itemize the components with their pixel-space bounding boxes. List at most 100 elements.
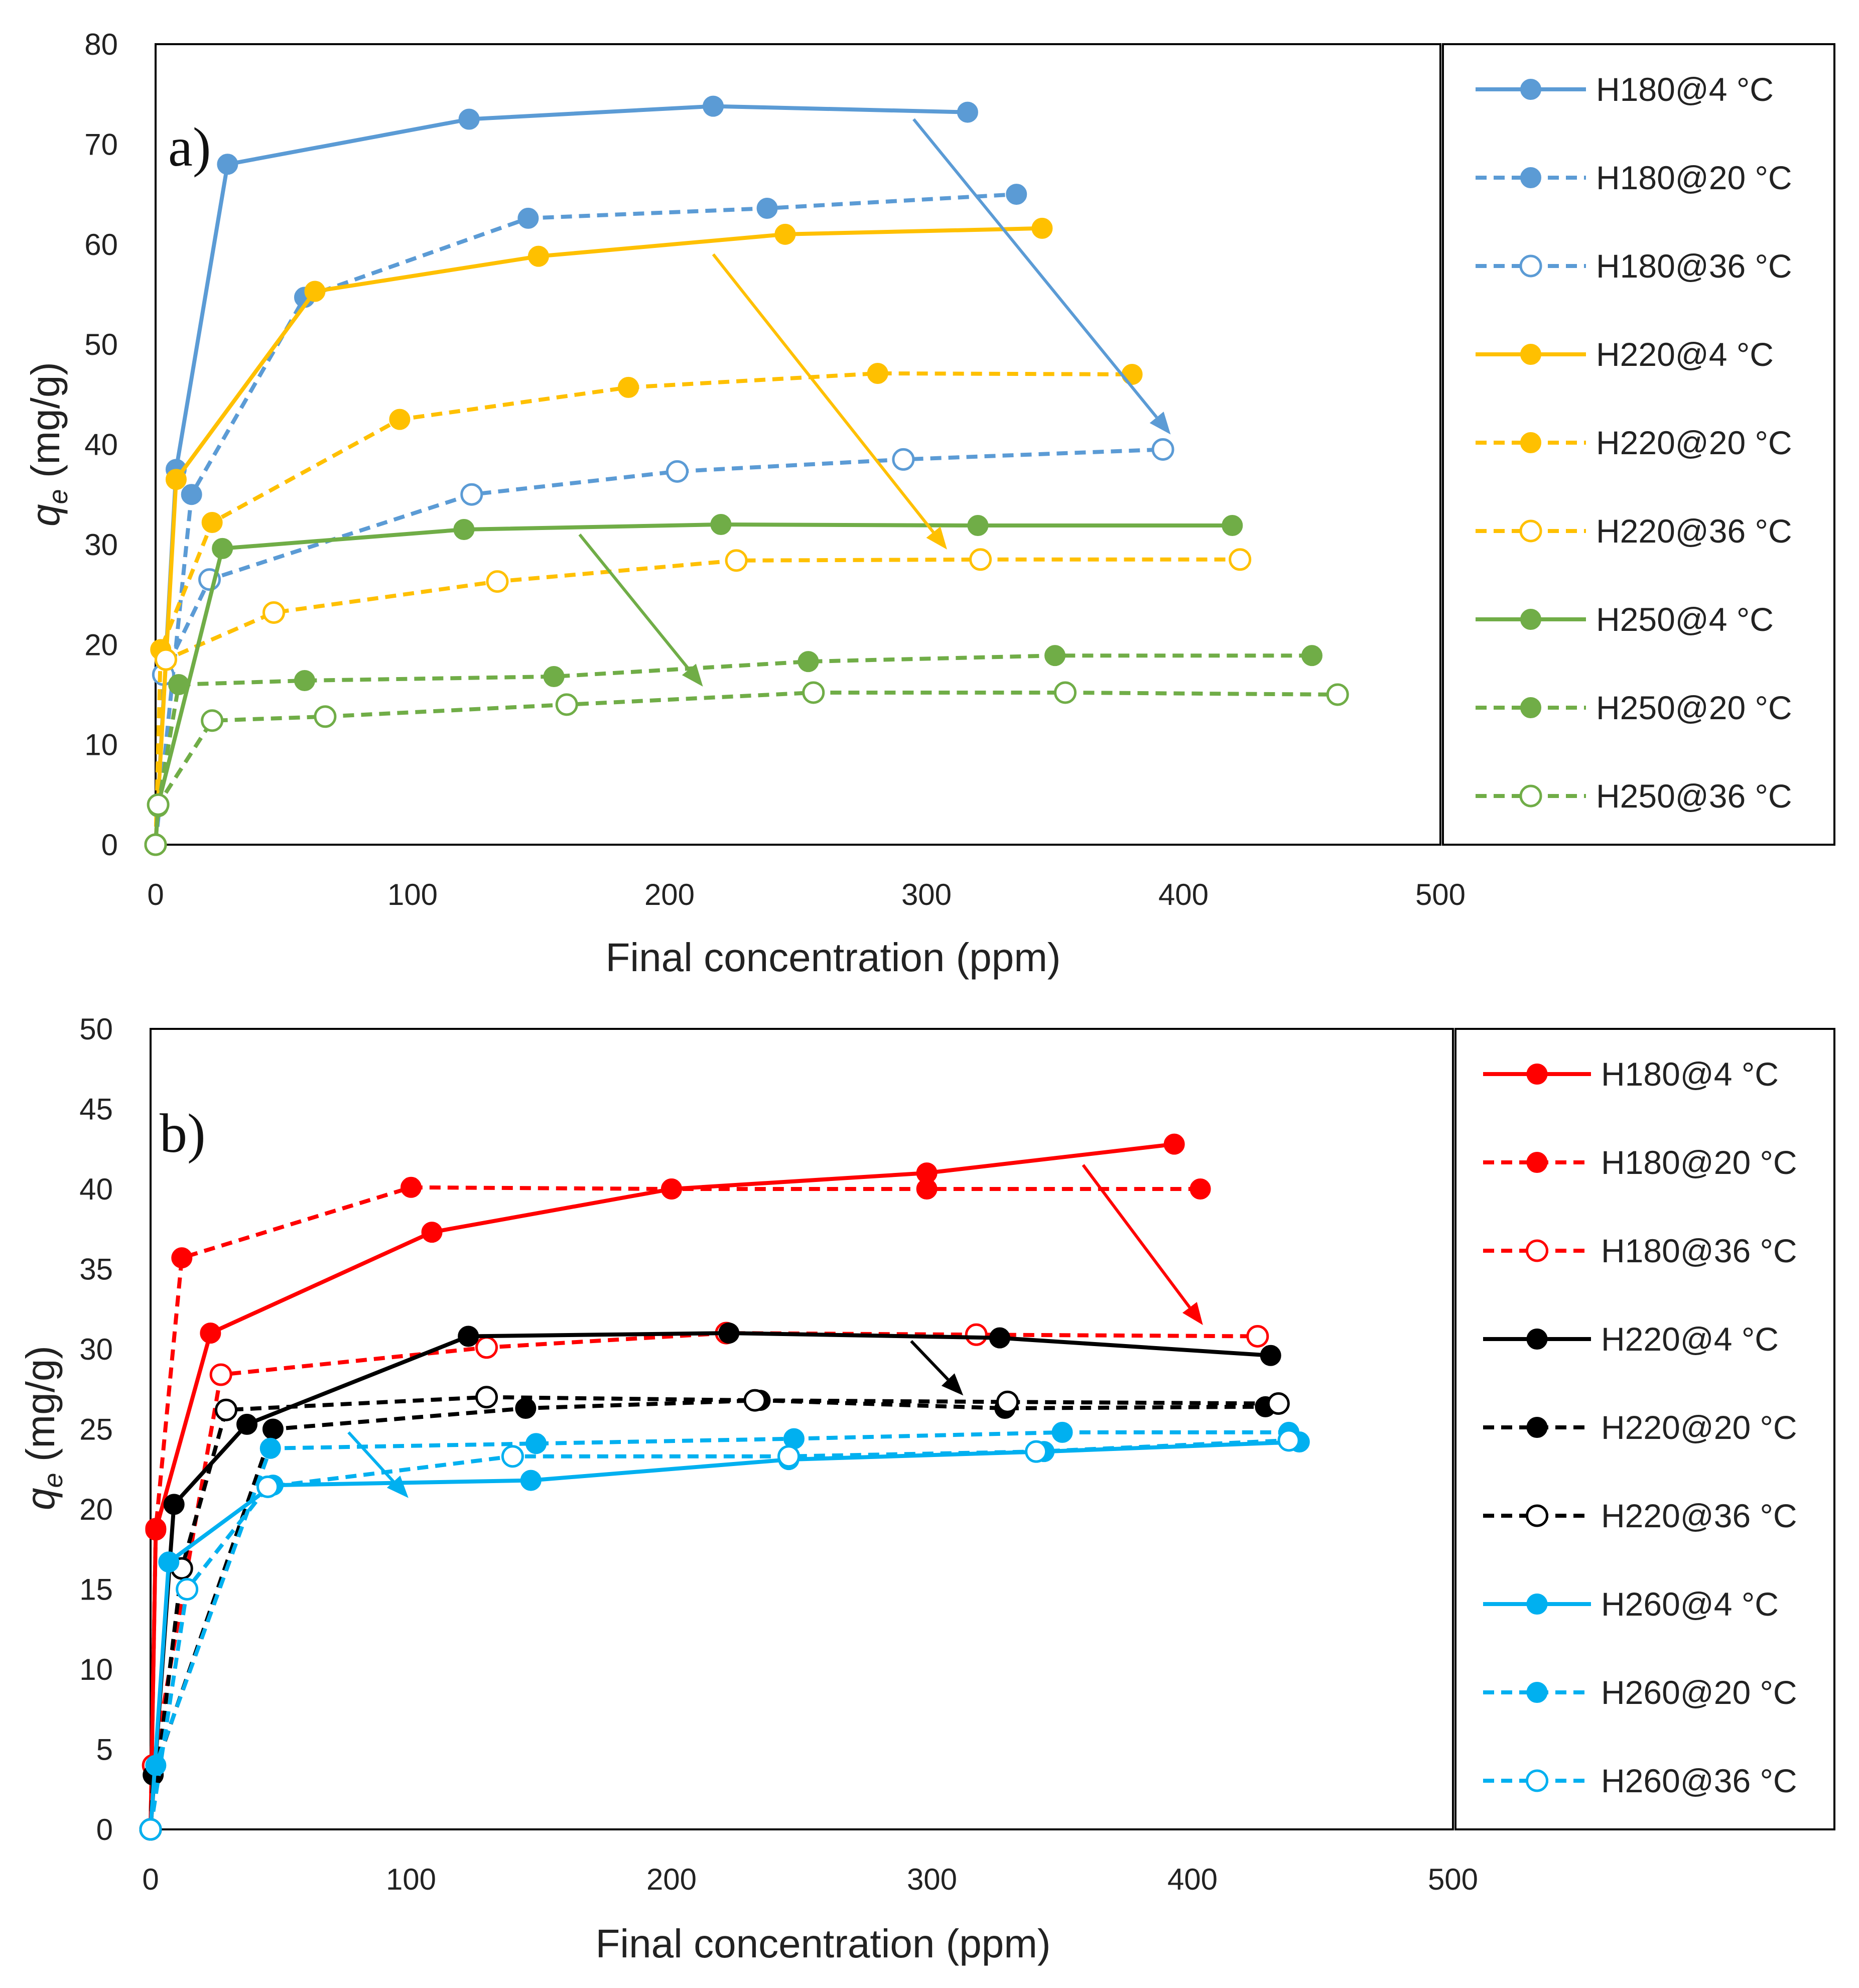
legend-label: H250@36 °C — [1596, 777, 1792, 815]
trend-arrow — [347, 1431, 409, 1498]
data-point — [501, 1445, 524, 1468]
legend-label: H180@4 °C — [1596, 71, 1774, 108]
trend-arrow — [1082, 1164, 1203, 1326]
legend-marker — [1520, 79, 1541, 100]
legend-entry-h220-36-c: H220@36 °C — [1476, 512, 1792, 550]
x-ticks-b: 0 100 200 300 400 500 — [142, 1863, 1478, 1896]
arrow-head — [386, 1476, 409, 1498]
legend-entry-h220-36-c: H220@36 °C — [1483, 1497, 1797, 1534]
x-tick-label: 400 — [1167, 1863, 1218, 1896]
series-line — [154, 653, 1312, 845]
legend-marker — [1519, 254, 1542, 278]
data-point — [475, 1386, 498, 1409]
data-point — [217, 154, 238, 175]
legend-marker — [1519, 784, 1542, 808]
legend-entry-h260-20-c: H260@20 °C — [1483, 1674, 1797, 1711]
y-tick-label: 20 — [84, 628, 118, 661]
data-point — [200, 1322, 221, 1344]
y-tick-label: 30 — [84, 528, 118, 562]
legend-entry-h220-20-c: H220@20 °C — [1476, 424, 1792, 461]
legend-b: H180@4 °C H180@20 °C H180@36 °C H220@4 °C H2… — [1483, 1055, 1797, 1799]
x-tick-label: 300 — [907, 1863, 957, 1896]
y-tick-label: 60 — [84, 228, 118, 261]
legend-marker — [1526, 1682, 1548, 1703]
y-ticks-a: 0 10 20 30 40 50 60 70 80 — [84, 28, 118, 862]
y-tick-label: 10 — [79, 1653, 113, 1686]
plot-area-b — [150, 1028, 1454, 1830]
legend-label: H180@36 °C — [1601, 1232, 1797, 1269]
data-point — [1151, 438, 1174, 461]
data-point — [916, 1178, 938, 1200]
arrow-head — [1182, 1302, 1203, 1326]
y-tick-label: 40 — [84, 428, 118, 462]
legend-label: H220@20 °C — [1601, 1409, 1797, 1446]
legend-entry-h250-4-c: H250@4 °C — [1476, 601, 1774, 638]
legend-a: H180@4 °C H180@20 °C H180@36 °C H220@4 °C H2… — [1476, 71, 1792, 815]
y-axis-subscript-a: e — [43, 489, 73, 504]
data-point — [158, 1551, 180, 1573]
data-point — [1189, 1178, 1211, 1200]
data-point — [989, 1327, 1010, 1349]
legend-entry-h220-4-c: H220@4 °C — [1476, 336, 1774, 373]
y-tick-label: 0 — [101, 828, 118, 862]
data-point — [969, 548, 992, 571]
panel-a: a) 0 10 20 30 40 50 60 70 80 0 100 200 300 400 500 Fi… — [23, 28, 1835, 980]
data-point — [1246, 1324, 1269, 1348]
legend-entry-h220-20-c: H220@20 °C — [1483, 1409, 1797, 1446]
y-tick-label: 15 — [79, 1573, 113, 1607]
data-point — [867, 362, 888, 384]
legend-entry-h250-36-c: H250@36 °C — [1476, 777, 1792, 815]
data-point — [1277, 1429, 1300, 1452]
data-point — [1326, 683, 1349, 706]
data-point — [1025, 1440, 1048, 1463]
data-point — [262, 1418, 284, 1440]
data-point — [486, 570, 509, 593]
data-point — [460, 483, 483, 506]
data-point — [774, 223, 796, 245]
legend-marker — [1526, 1329, 1548, 1350]
data-point — [520, 1470, 542, 1491]
x-tick-label: 200 — [644, 878, 695, 911]
arrow-layer-a — [578, 118, 1171, 687]
legend-label: H220@36 °C — [1596, 512, 1792, 550]
series-h220-36-c — [139, 1386, 1290, 1841]
data-point — [996, 1390, 1019, 1413]
trend-arrow — [712, 253, 947, 550]
data-point — [154, 648, 177, 671]
x-ticks-a: 0 100 200 300 400 500 — [147, 878, 1466, 911]
x-tick-label: 300 — [901, 878, 952, 911]
x-tick-label: 0 — [142, 1863, 159, 1896]
panel-label-a: a) — [168, 116, 211, 178]
legend-entry-h260-36-c: H260@36 °C — [1483, 1762, 1797, 1799]
x-tick-label: 400 — [1158, 878, 1209, 911]
legend-marker — [1520, 432, 1541, 453]
data-point — [777, 1445, 801, 1468]
arrow-head — [682, 664, 703, 687]
y-tick-label: 50 — [84, 328, 118, 361]
y-tick-label: 20 — [79, 1493, 113, 1526]
data-point — [201, 512, 223, 534]
arrow-shaft — [578, 534, 691, 671]
data-point — [294, 670, 315, 692]
y-tick-label: 35 — [79, 1253, 113, 1286]
x-tick-label: 500 — [1415, 878, 1466, 911]
legend-entry-h180-4-c: H180@4 °C — [1476, 71, 1774, 108]
series-layer-a — [144, 95, 1349, 856]
data-point — [1044, 645, 1066, 667]
legend-label: H180@36 °C — [1596, 247, 1792, 285]
y-tick-label: 40 — [79, 1172, 113, 1206]
data-point — [171, 1247, 193, 1269]
data-point — [389, 409, 411, 430]
data-point — [401, 1176, 422, 1198]
panel-b: b) 0 5 10 15 20 25 30 35 40 45 50 0 100 200 300 400 500… — [18, 1012, 1835, 1966]
trend-arrow — [578, 534, 703, 687]
legend-marker — [1526, 1504, 1548, 1527]
data-point — [756, 197, 778, 219]
data-point — [145, 1755, 167, 1776]
data-point — [163, 1494, 185, 1515]
data-point — [1222, 514, 1243, 536]
series-h260-20-c — [140, 1421, 1300, 1840]
series-line — [154, 226, 1042, 845]
data-point — [515, 1398, 537, 1419]
